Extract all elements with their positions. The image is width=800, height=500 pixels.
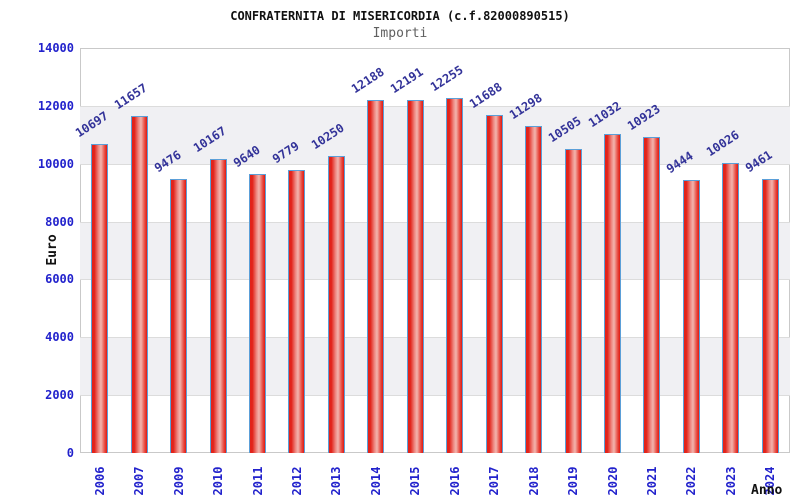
chart-subtitle: Importi: [372, 26, 428, 41]
x-tick-label: 2006: [92, 466, 107, 496]
grid-band: [80, 221, 790, 280]
y-tick-label: 8000: [45, 214, 74, 229]
bar: [643, 137, 661, 453]
y-tick-label: 6000: [45, 272, 74, 287]
y-tick-label: 2000: [45, 388, 74, 403]
x-tick-label: 2022: [684, 466, 699, 496]
bar: [170, 178, 188, 453]
x-tick-label: 2015: [408, 466, 423, 496]
y-tick-label: 0: [66, 446, 74, 460]
y-tick-label: 14000: [37, 41, 74, 55]
x-tick-label: 2018: [526, 466, 541, 496]
gridline: [80, 163, 790, 165]
y-axis-title: Euro: [45, 234, 60, 266]
bar: [327, 156, 345, 453]
bar: [564, 149, 582, 453]
bar: [525, 126, 543, 453]
y-tick-label: 10000: [37, 156, 74, 171]
bar: [761, 179, 779, 453]
x-tick-label: 2007: [132, 466, 147, 496]
x-tick-label: 2019: [566, 466, 581, 496]
gridline: [80, 279, 790, 281]
x-tick-label: 2011: [250, 466, 265, 496]
bar: [406, 100, 424, 453]
grid-band: [80, 337, 790, 396]
gridline: [80, 395, 790, 397]
gridline: [80, 337, 790, 339]
bar: [604, 133, 621, 453]
x-tick-label: 2010: [211, 466, 226, 496]
gridline: [80, 221, 790, 223]
x-tick-label: 2009: [171, 466, 186, 496]
x-tick-label: 2020: [605, 466, 620, 496]
x-tick-label: 2012: [289, 466, 304, 496]
bar: [209, 158, 227, 453]
gridline: [80, 105, 790, 107]
x-tick-label: 2017: [487, 466, 502, 496]
bar: [367, 100, 385, 453]
bar: [485, 114, 503, 453]
bar: [446, 98, 464, 453]
x-axis-title: Anno: [751, 483, 783, 498]
y-tick-label: 4000: [45, 330, 74, 345]
x-tick-label: 2021: [644, 466, 659, 496]
grid-band: [80, 105, 790, 164]
y-tick-label: 12000: [37, 98, 74, 113]
bar: [288, 170, 306, 453]
bar: [249, 174, 266, 453]
x-tick-label: 2014: [368, 466, 383, 496]
bar: [91, 143, 109, 453]
x-tick-label: 2016: [447, 466, 462, 496]
x-tick-label: 2023: [723, 466, 738, 496]
chart-title: CONFRATERNITA DI MISERICORDIA (c.f.82000…: [230, 9, 570, 23]
bar: [130, 115, 148, 453]
bar: [722, 162, 740, 453]
x-tick-label: 2013: [329, 466, 344, 496]
bar: [682, 179, 700, 453]
